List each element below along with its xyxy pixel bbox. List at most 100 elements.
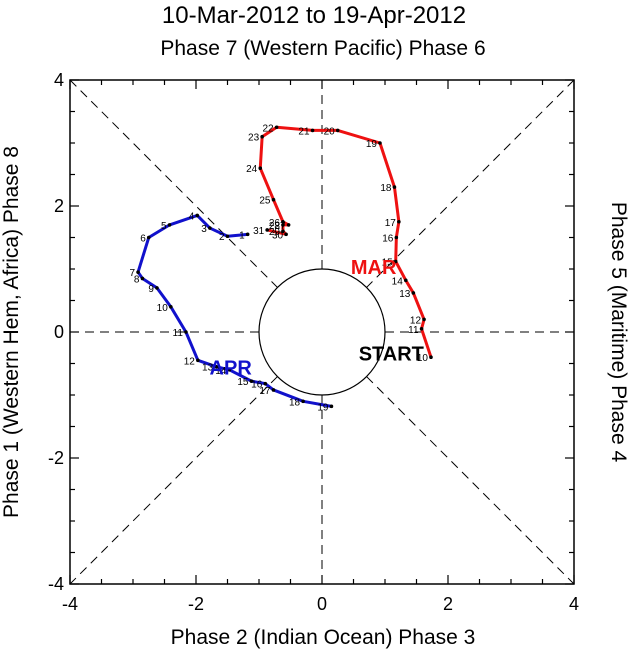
day-point (281, 229, 285, 233)
day-label: 4 (189, 211, 195, 222)
day-point (393, 259, 398, 264)
day-label: 20 (324, 126, 336, 137)
day-point (403, 278, 408, 283)
day-point (214, 364, 218, 369)
day-point (301, 399, 305, 404)
day-point (263, 381, 268, 386)
start-label: START (359, 343, 424, 365)
day-point (274, 125, 279, 130)
day-label: 17 (385, 218, 397, 229)
day-label: 13 (399, 289, 411, 300)
day-label: 13 (202, 363, 214, 374)
day-point (196, 358, 200, 363)
day-label: 2 (219, 232, 225, 243)
day-point (271, 197, 276, 202)
day-label: 10 (417, 353, 429, 364)
x-tick-label: -2 (188, 594, 204, 614)
day-label: 24 (246, 164, 258, 175)
x-tick-label: 0 (317, 594, 327, 614)
day-point (281, 219, 285, 224)
day-point (284, 232, 288, 237)
day-label: 15 (382, 257, 394, 268)
day-label: 12 (184, 356, 196, 367)
day-label: 17 (259, 386, 271, 397)
day-label: 19 (317, 402, 329, 413)
day-point (419, 327, 424, 331)
month-label-mar: MAR (351, 257, 397, 279)
y-tick-label: 4 (54, 70, 64, 90)
day-point (225, 234, 230, 239)
day-label: 25 (259, 196, 271, 207)
day-point (422, 317, 426, 322)
x-tick-label: -4 (62, 594, 78, 614)
day-point (310, 128, 315, 133)
day-label: 14 (215, 366, 227, 377)
day-point (184, 330, 188, 334)
day-point (249, 379, 254, 383)
day-label: 10 (157, 303, 169, 314)
day-label: 6 (140, 234, 146, 245)
diagonal-guide-tl (69, 79, 278, 288)
day-point (286, 223, 291, 227)
day-label: 27 (274, 221, 286, 232)
day-point (208, 226, 212, 230)
x-tick-label: 4 (569, 594, 579, 614)
day-point (258, 166, 263, 170)
day-label: 14 (392, 276, 404, 287)
day-point (392, 185, 397, 189)
day-label: 1 (239, 230, 245, 241)
day-label: 29 (269, 227, 281, 238)
day-label: 19 (366, 139, 378, 150)
chart-title: 10-Mar-2012 to 19-Apr-2012 (161, 2, 467, 29)
day-point (245, 232, 250, 237)
day-label: 18 (380, 183, 392, 194)
day-label: 31 (253, 226, 265, 237)
day-point (265, 228, 269, 232)
day-label: 8 (134, 274, 140, 285)
day-label: 16 (382, 234, 394, 245)
unit-circle (258, 268, 386, 396)
day-point (167, 223, 172, 227)
day-point (136, 270, 140, 274)
day-point (169, 305, 173, 309)
day-point (397, 219, 401, 224)
day-point (411, 291, 416, 295)
day-label: 28 (269, 221, 281, 232)
day-point (271, 388, 276, 392)
day-label: 22 (263, 123, 275, 134)
day-point (195, 213, 200, 218)
day-label: 3 (201, 224, 207, 235)
series-line-mar (258, 125, 433, 359)
x-tick-label: 2 (443, 594, 453, 614)
day-point (227, 368, 232, 372)
day-label: 9 (148, 284, 154, 295)
diagonal-guide-tr (366, 79, 575, 288)
y-tick-label: -4 (48, 574, 64, 594)
day-label: 26 (269, 218, 281, 229)
day-point (394, 235, 399, 240)
day-label: 30 (272, 230, 284, 241)
y-tick-label: 2 (54, 196, 64, 216)
day-point (155, 286, 159, 290)
day-label: 11 (173, 328, 184, 339)
day-point (429, 355, 433, 360)
day-label: 12 (410, 315, 422, 326)
day-label: 23 (248, 133, 260, 144)
day-label: 18 (289, 397, 301, 408)
day-point (140, 276, 145, 281)
top-axis-label: Phase 7 (Western Pacific) Phase 6 (160, 37, 486, 60)
day-point (260, 134, 264, 139)
month-label-apr: APR (210, 358, 253, 380)
day-point (335, 128, 340, 133)
diagonal-guide-br (366, 376, 575, 585)
day-point (329, 404, 334, 409)
day-point (146, 235, 151, 240)
x-axis-label: Phase 2 (Indian Ocean) Phase 3 (170, 626, 476, 649)
day-label: 11 (408, 325, 419, 336)
y-tick-label: 0 (54, 322, 64, 342)
day-point (281, 223, 285, 227)
day-label: 5 (161, 221, 167, 232)
day-label: 7 (129, 268, 135, 279)
day-label: 16 (251, 380, 263, 391)
